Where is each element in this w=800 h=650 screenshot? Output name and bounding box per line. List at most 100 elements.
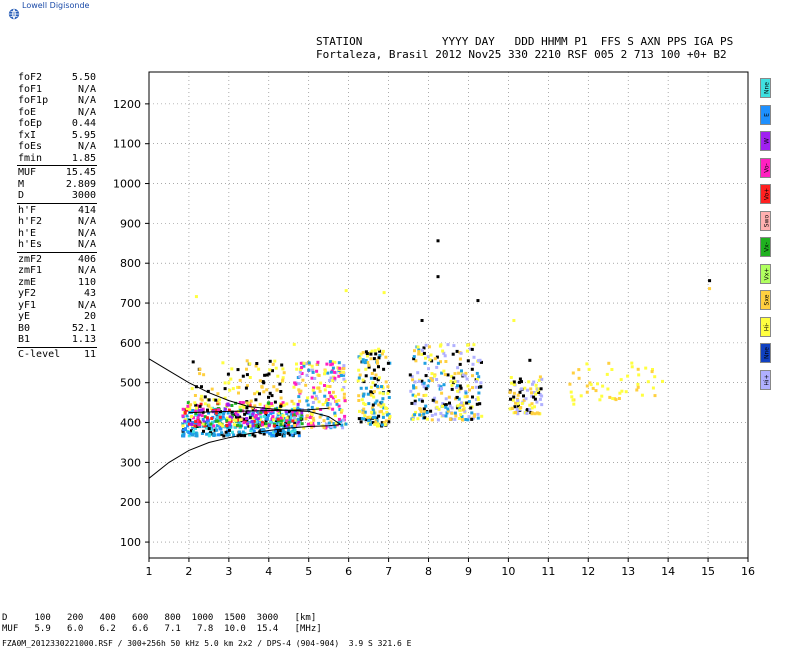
- echo-point: [440, 387, 443, 391]
- echo-point: [253, 434, 257, 438]
- echo-point: [291, 419, 295, 423]
- echo-point: [274, 366, 278, 370]
- echo-point: [329, 420, 333, 424]
- echo-point: [307, 361, 311, 365]
- echo-point: [385, 407, 389, 411]
- echo-point: [278, 409, 281, 413]
- echo-point: [296, 376, 300, 379]
- echo-point: [416, 371, 420, 375]
- echo-point: [475, 371, 479, 375]
- echo-point: [292, 342, 296, 346]
- echo-point: [299, 389, 303, 393]
- echo-point: [447, 395, 451, 399]
- echo-point: [416, 417, 420, 421]
- echo-point: [269, 420, 273, 424]
- echo-point: [450, 411, 454, 415]
- echo-point: [372, 368, 376, 372]
- echo-point: [364, 374, 368, 378]
- echo-point: [229, 419, 233, 423]
- echo-point: [520, 387, 524, 391]
- echo-point: [213, 433, 217, 437]
- echo-point: [250, 406, 254, 410]
- echo-point: [291, 410, 295, 414]
- echo-point: [339, 410, 343, 414]
- echo-point: [300, 413, 304, 417]
- echo-point: [473, 413, 477, 417]
- echo-point: [449, 379, 453, 383]
- echo-point: [619, 378, 623, 382]
- echo-point: [446, 409, 450, 413]
- echo-point: [651, 386, 655, 390]
- echo-point: [254, 413, 258, 417]
- echo-point: [334, 400, 338, 403]
- echo-point: [290, 429, 294, 433]
- echo-point: [198, 404, 202, 408]
- echo-point: [236, 423, 240, 427]
- echo-point: [379, 405, 383, 409]
- echo-point: [297, 411, 301, 415]
- echo-point: [330, 362, 334, 366]
- echo-point: [311, 401, 315, 404]
- echo-point: [184, 418, 188, 422]
- echo-point: [190, 387, 194, 391]
- echo-point: [361, 351, 365, 355]
- echo-point: [516, 412, 520, 416]
- legend-item: Nne: [760, 78, 771, 98]
- echo-point: [453, 372, 457, 376]
- echo-point: [517, 404, 520, 408]
- echo-point: [466, 384, 470, 388]
- echo-point: [516, 402, 520, 406]
- echo-point: [234, 425, 238, 429]
- echo-point: [193, 394, 197, 397]
- echo-point: [382, 367, 386, 371]
- echo-point: [251, 408, 255, 411]
- param-value: 1.85: [71, 152, 96, 164]
- echo-point: [372, 390, 376, 394]
- echo-point: [281, 367, 285, 371]
- echo-point: [189, 422, 193, 426]
- echo-point: [314, 394, 318, 398]
- echo-point: [459, 386, 463, 390]
- echo-point: [424, 404, 428, 408]
- echo-point: [445, 411, 449, 415]
- echo-point: [356, 379, 360, 383]
- echo-point: [442, 351, 446, 355]
- echo-point: [290, 399, 294, 403]
- echo-point: [365, 352, 369, 355]
- echo-point: [333, 414, 337, 418]
- echo-point: [243, 426, 247, 430]
- echo-point: [368, 392, 372, 396]
- echo-point: [569, 390, 573, 394]
- echo-point: [181, 414, 185, 418]
- echo-point: [653, 394, 657, 398]
- x-tick-label: 11: [541, 565, 555, 578]
- header-line1: STATION YYYY DAY DDD HHMM P1 FFS S AXN P…: [316, 35, 734, 48]
- echo-point: [387, 396, 391, 399]
- echo-point: [367, 421, 371, 425]
- echo-point: [296, 402, 300, 406]
- echo-point: [194, 295, 198, 299]
- echo-point: [333, 378, 337, 382]
- echo-point: [340, 423, 344, 427]
- echo-point: [328, 385, 332, 388]
- echo-point: [279, 423, 283, 427]
- file-info-line: FZA0M_2012330221000.RSF / 300+256h 50 kH…: [2, 639, 412, 648]
- echo-point: [516, 399, 520, 403]
- echo-point: [298, 375, 302, 379]
- x-tick-label: 8: [425, 565, 432, 578]
- echo-point: [525, 411, 529, 415]
- echo-point: [387, 390, 391, 393]
- echo-point: [362, 407, 366, 411]
- echo-point: [264, 419, 268, 423]
- echo-point: [361, 378, 365, 382]
- echo-point: [653, 375, 657, 379]
- x-tick-label: 13: [621, 565, 635, 578]
- echo-point: [281, 376, 285, 380]
- echo-point: [257, 367, 261, 371]
- echo-point: [364, 359, 368, 362]
- echo-point: [205, 416, 209, 420]
- echo-point: [241, 374, 245, 378]
- echo-point: [427, 379, 431, 383]
- echo-point: [286, 431, 290, 435]
- echo-point: [468, 347, 472, 351]
